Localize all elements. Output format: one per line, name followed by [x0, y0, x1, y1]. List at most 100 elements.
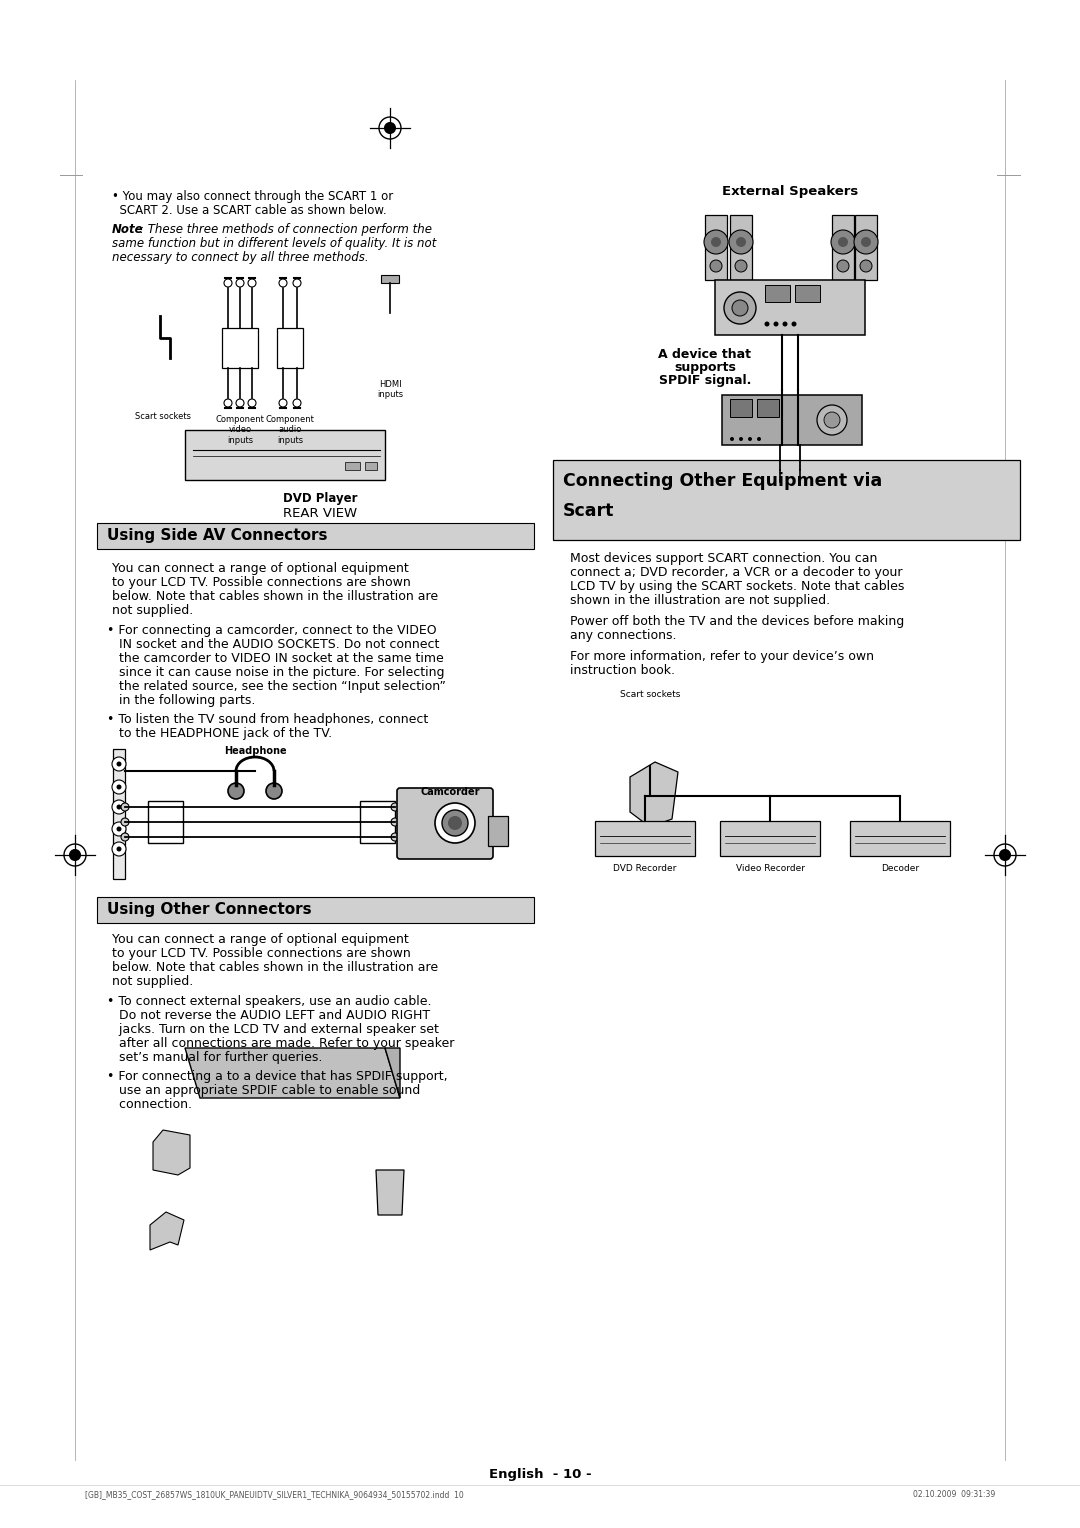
Text: jacks. Turn on the LCD TV and external speaker set: jacks. Turn on the LCD TV and external s…	[107, 1024, 438, 1036]
Bar	[795, 286, 820, 303]
Circle shape	[710, 260, 723, 272]
Text: SCART 2. Use a SCART cable as shown below.: SCART 2. Use a SCART cable as shown belo…	[112, 205, 387, 217]
Text: the related source, see the section “Input selection”: the related source, see the section “Inp…	[107, 680, 446, 694]
Text: External Speakers: External Speakers	[721, 185, 859, 199]
Circle shape	[228, 782, 244, 799]
Circle shape	[704, 231, 728, 254]
Circle shape	[121, 804, 129, 811]
Circle shape	[279, 280, 287, 287]
Circle shape	[117, 805, 121, 810]
Circle shape	[775, 481, 785, 492]
Text: Camcorder: Camcorder	[420, 787, 480, 798]
Text: Decoder: Decoder	[881, 863, 919, 872]
Circle shape	[831, 231, 855, 254]
Circle shape	[816, 405, 847, 435]
Circle shape	[435, 804, 475, 843]
Circle shape	[739, 437, 743, 442]
Bar	[705, 215, 727, 280]
Text: [GB]_MB35_COST_26857WS_1810UK_PANEUIDTV_SILVER1_TECHNIKA_9064934_50155702.indd  : [GB]_MB35_COST_26857WS_1810UK_PANEUIDTV_…	[85, 1490, 463, 1499]
Circle shape	[224, 280, 232, 287]
Text: You can connect a range of optional equipment: You can connect a range of optional equi…	[112, 562, 408, 575]
Text: Most devices support SCART connection. You can: Most devices support SCART connection. Y…	[570, 552, 877, 565]
Text: instruction book.: instruction book.	[570, 665, 675, 677]
Circle shape	[798, 484, 802, 489]
Text: • For connecting a to a device that has SPDIF support,: • For connecting a to a device that has …	[107, 1070, 447, 1083]
Circle shape	[266, 782, 282, 799]
Text: SPDIF signal.: SPDIF signal.	[659, 374, 752, 387]
Polygon shape	[185, 1048, 400, 1099]
Bar	[553, 460, 1020, 539]
Circle shape	[384, 122, 396, 134]
Bar	[855, 215, 877, 280]
Text: IN socket and the AUDIO SOCKETS. Do not connect: IN socket and the AUDIO SOCKETS. Do not …	[107, 639, 440, 651]
Circle shape	[824, 413, 840, 428]
Polygon shape	[150, 1212, 184, 1250]
Text: Using Other Connectors: Using Other Connectors	[107, 902, 312, 917]
Text: Headphone: Headphone	[224, 746, 286, 756]
Bar	[488, 816, 508, 847]
Circle shape	[748, 437, 752, 442]
Text: to your LCD TV. Possible connections are shown: to your LCD TV. Possible connections are…	[112, 576, 410, 588]
Text: in the following parts.: in the following parts.	[107, 694, 255, 707]
Circle shape	[248, 280, 256, 287]
Circle shape	[248, 399, 256, 406]
Text: Using Side AV Connectors: Using Side AV Connectors	[107, 529, 327, 542]
Bar	[595, 821, 696, 856]
Text: to the HEADPHONE jack of the TV.: to the HEADPHONE jack of the TV.	[107, 727, 333, 740]
Text: You can connect a range of optional equipment: You can connect a range of optional equi…	[112, 934, 408, 946]
Circle shape	[293, 399, 301, 406]
Polygon shape	[153, 1131, 190, 1175]
Text: to your LCD TV. Possible connections are shown: to your LCD TV. Possible connections are…	[112, 947, 410, 960]
Bar	[381, 275, 399, 283]
Text: the camcorder to VIDEO IN socket at the same time: the camcorder to VIDEO IN socket at the …	[107, 652, 444, 665]
Bar	[185, 429, 384, 480]
Text: connect a; DVD recorder, a VCR or a decoder to your: connect a; DVD recorder, a VCR or a deco…	[570, 565, 903, 579]
Circle shape	[117, 827, 121, 831]
Polygon shape	[376, 1170, 404, 1215]
Circle shape	[730, 437, 734, 442]
Text: since it can cause noise in the picture. For selecting: since it can cause noise in the picture.…	[107, 666, 445, 678]
Circle shape	[112, 779, 126, 795]
Text: any connections.: any connections.	[570, 630, 676, 642]
Text: LCD TV by using the SCART sockets. Note that cables: LCD TV by using the SCART sockets. Note …	[570, 581, 904, 593]
Circle shape	[448, 816, 462, 830]
Text: Connecting Other Equipment via: Connecting Other Equipment via	[563, 472, 882, 490]
Bar	[345, 461, 360, 471]
Text: English  - 10 -: English - 10 -	[488, 1468, 592, 1481]
Bar	[723, 396, 862, 445]
Text: DVD Player: DVD Player	[283, 492, 357, 504]
Circle shape	[778, 484, 782, 489]
Circle shape	[69, 850, 81, 862]
Text: not supplied.: not supplied.	[112, 975, 193, 989]
Text: For more information, refer to your device’s own: For more information, refer to your devi…	[570, 649, 874, 663]
Circle shape	[112, 822, 126, 836]
Text: not supplied.: not supplied.	[112, 604, 193, 617]
Bar	[365, 461, 377, 471]
Bar	[850, 821, 950, 856]
Text: Do not reverse the AUDIO LEFT and AUDIO RIGHT: Do not reverse the AUDIO LEFT and AUDIO …	[107, 1008, 430, 1022]
Bar	[276, 329, 303, 368]
Text: Component
video
inputs: Component video inputs	[216, 416, 265, 445]
Circle shape	[999, 850, 1011, 862]
Bar	[360, 801, 395, 843]
Text: REAR VIEW: REAR VIEW	[283, 507, 357, 520]
Bar	[765, 286, 789, 303]
Text: Power off both the TV and the devices before making: Power off both the TV and the devices be…	[570, 614, 904, 628]
Text: Scart: Scart	[563, 503, 615, 520]
Text: A device that: A device that	[659, 348, 752, 361]
Circle shape	[117, 761, 121, 767]
Text: below. Note that cables shown in the illustration are: below. Note that cables shown in the ill…	[112, 590, 438, 604]
Text: use an appropriate SPDIF cable to enable sound: use an appropriate SPDIF cable to enable…	[107, 1083, 420, 1097]
Circle shape	[837, 260, 849, 272]
Text: set’s manual for further queries.: set’s manual for further queries.	[107, 1051, 322, 1063]
Bar	[730, 215, 752, 280]
Text: supports: supports	[674, 361, 735, 374]
Text: • You may also connect through the SCART 1 or: • You may also connect through the SCART…	[112, 189, 393, 203]
Circle shape	[121, 817, 129, 827]
Circle shape	[861, 237, 870, 248]
Text: DVD Recorder: DVD Recorder	[613, 863, 677, 872]
Text: • To connect external speakers, use an audio cable.: • To connect external speakers, use an a…	[107, 995, 432, 1008]
Circle shape	[732, 299, 748, 316]
Circle shape	[735, 237, 746, 248]
Circle shape	[792, 321, 797, 327]
